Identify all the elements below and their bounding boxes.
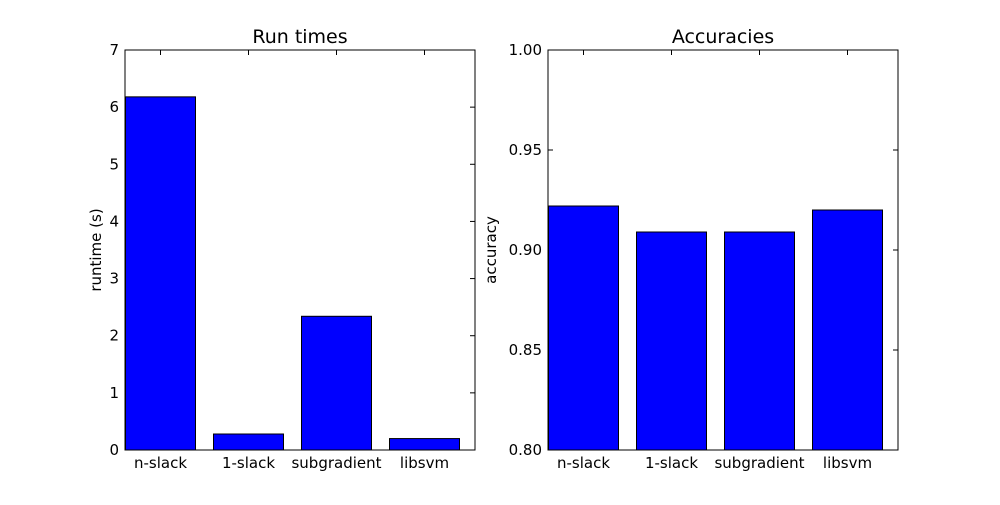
runtime-y-tick-label: 6 [109, 98, 119, 116]
runtime-y-tick-label: 4 [109, 212, 119, 230]
runtime-category-label: n-slack [134, 454, 187, 472]
accuracy-y-tick-label: 0.95 [509, 141, 542, 159]
accuracy-category-label: libsvm [823, 454, 872, 472]
accuracy-bar [724, 231, 795, 451]
accuracy-chart-title: Accuracies [672, 26, 774, 48]
runtime-bar [389, 438, 460, 451]
runtime-category-label: 1-slack [222, 454, 275, 472]
runtime-bar [301, 315, 372, 451]
accuracy-y-tick-label: 0.90 [509, 241, 542, 259]
runtime-y-tick-label: 5 [109, 155, 119, 173]
runtime-bars [125, 96, 460, 451]
accuracy-category-label: subgradient [714, 454, 804, 472]
accuracy-y-axis-label: accuracy [482, 216, 500, 284]
accuracy-chart: Accuracies accuracy 0.80 0.85 0.90 0.95 1.00… [482, 26, 899, 472]
accuracy-y-tick-label: 0.85 [509, 341, 542, 359]
runtime-bar [125, 96, 196, 451]
accuracy-bar [548, 205, 619, 451]
accuracy-bar [812, 209, 883, 451]
runtime-x-tick-labels: n-slack 1-slack subgradient libsvm [134, 454, 449, 472]
accuracy-bar [636, 231, 707, 451]
runtime-y-tick-label: 2 [109, 327, 119, 345]
runtime-plot-frame [124, 49, 476, 451]
runtime-y-tick-label: 0 [109, 441, 119, 459]
accuracy-y-tick-label: 0.80 [509, 441, 542, 459]
runtime-y-tick-labels: 0 1 2 3 4 5 6 7 [109, 41, 119, 459]
runtime-category-label: libsvm [400, 454, 449, 472]
runtime-chart: Run times runtime (s) 0 1 2 3 4 5 6 7 n-slack 1-… [87, 26, 476, 472]
accuracy-y-tick-labels: 0.80 0.85 0.90 0.95 1.00 [509, 41, 542, 459]
accuracy-y-tick-label: 1.00 [509, 41, 542, 59]
runtime-y-tick-label: 7 [109, 41, 119, 59]
runtime-y-tick-label: 3 [109, 270, 119, 288]
accuracy-bars [548, 205, 883, 451]
accuracy-plot-frame [547, 49, 899, 451]
accuracy-category-label: 1-slack [645, 454, 698, 472]
runtime-y-tick-label: 1 [109, 384, 119, 402]
runtime-y-axis-label: runtime (s) [87, 208, 105, 291]
runtime-chart-title: Run times [252, 26, 347, 48]
accuracy-category-label: n-slack [557, 454, 610, 472]
runtime-bar [213, 433, 284, 451]
runtime-category-label: subgradient [291, 454, 381, 472]
accuracy-x-tick-labels: n-slack 1-slack subgradient libsvm [557, 454, 872, 472]
